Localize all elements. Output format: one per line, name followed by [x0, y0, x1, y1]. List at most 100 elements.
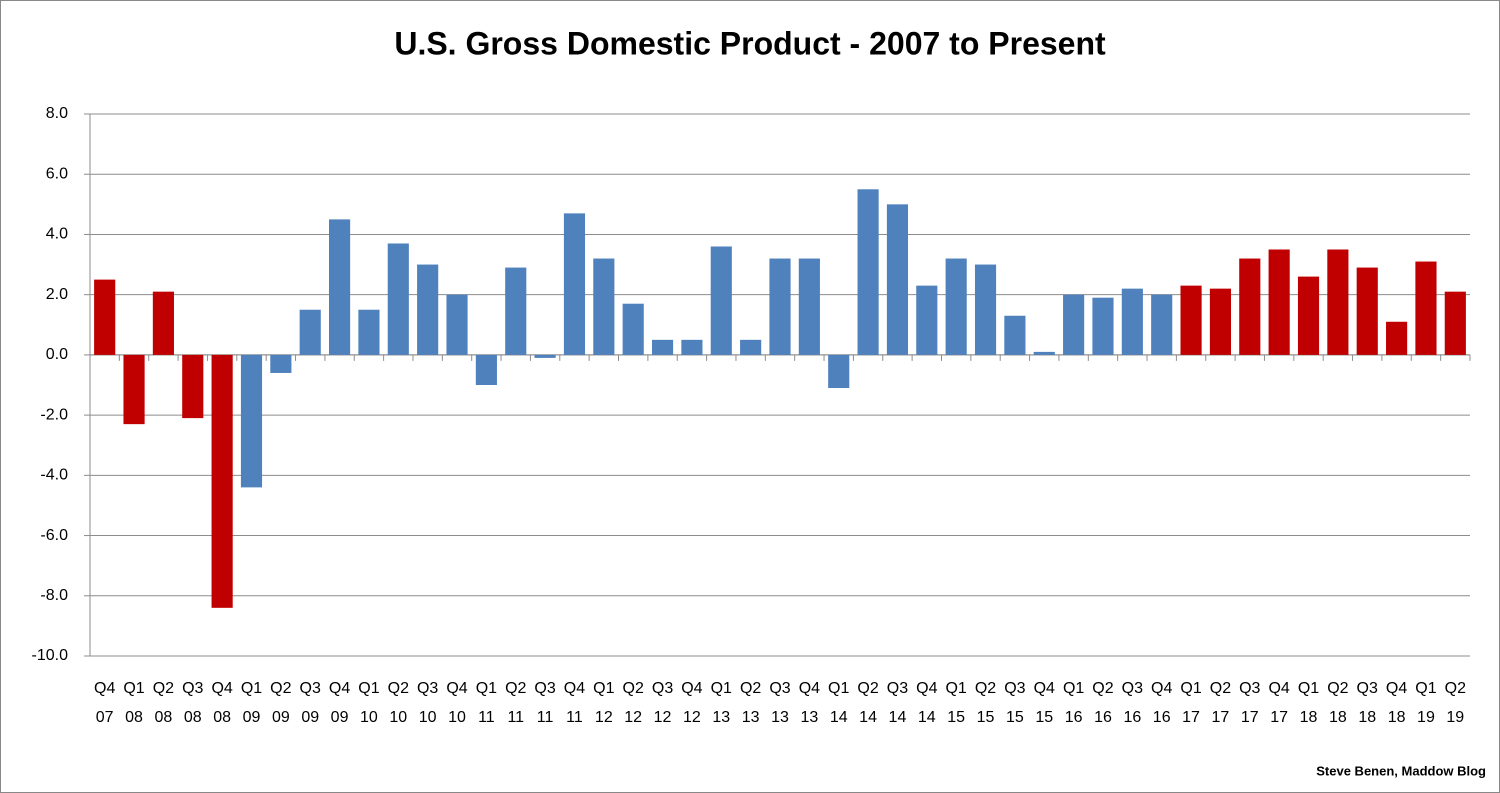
x-tick-label: Q2	[975, 680, 996, 697]
x-tick-label: 11	[507, 709, 524, 726]
x-tick-label: Q3	[534, 680, 555, 697]
bar	[505, 267, 527, 355]
x-tick-label: Q4	[799, 680, 820, 697]
x-tick-label: Q3	[182, 680, 203, 697]
x-tick-label: 18	[1358, 709, 1376, 726]
x-tick-label: 19	[1446, 709, 1464, 726]
x-tick-label: Q4	[329, 680, 350, 697]
x-tick-label: 15	[1035, 709, 1053, 726]
y-tick-label: -6.0	[40, 527, 68, 544]
x-tick-label: 10	[389, 709, 407, 726]
x-tick-label: Q3	[887, 680, 908, 697]
x-tick-label: 12	[683, 709, 701, 726]
bar	[710, 246, 732, 355]
x-tick-label: 14	[830, 709, 848, 726]
x-tick-label: Q1	[828, 680, 849, 697]
y-tick-label: -8.0	[40, 587, 68, 604]
x-tick-label: Q2	[740, 680, 761, 697]
x-tick-label: 16	[1153, 709, 1171, 726]
x-tick-label: Q3	[1239, 680, 1260, 697]
x-tick-label: 15	[977, 709, 995, 726]
x-tick-label: 18	[1329, 709, 1347, 726]
x-tick-label: Q3	[417, 680, 438, 697]
bar	[740, 339, 762, 355]
bar	[798, 258, 820, 355]
x-tick-label: Q1	[1063, 680, 1084, 697]
bar	[1004, 315, 1026, 355]
bar	[886, 204, 909, 355]
bar	[651, 339, 674, 355]
x-tick-label: 08	[125, 709, 143, 726]
x-tick-label: 13	[742, 709, 760, 726]
bar	[417, 264, 439, 355]
x-tick-label: Q1	[123, 680, 144, 697]
bar	[240, 354, 263, 488]
bar	[622, 303, 644, 355]
x-tick-label: 17	[1182, 709, 1200, 726]
x-tick-label: 10	[360, 709, 378, 726]
x-tick-label: 07	[96, 709, 114, 726]
x-tick-label: 17	[1270, 709, 1288, 726]
bar	[1239, 258, 1261, 355]
x-tick-label: 14	[889, 709, 907, 726]
x-tick-label: Q3	[1004, 680, 1025, 697]
x-tick-label: Q1	[358, 680, 379, 697]
x-tick-label: 18	[1388, 709, 1406, 726]
x-tick-label: Q1	[1298, 680, 1319, 697]
x-tick-label: Q1	[711, 680, 732, 697]
x-tick-label: 08	[213, 709, 231, 726]
x-tick-label: 13	[800, 709, 818, 726]
x-tick-label: 19	[1417, 709, 1435, 726]
chart-title: U.S. Gross Domestic Product - 2007 to Pr…	[394, 25, 1106, 61]
x-tick-label: Q3	[652, 680, 673, 697]
bar	[299, 309, 321, 355]
bar	[211, 354, 233, 608]
x-tick-label: 15	[1006, 709, 1024, 726]
bar	[828, 354, 850, 389]
x-tick-label: Q1	[476, 680, 497, 697]
bar	[974, 264, 997, 355]
bar	[945, 258, 967, 355]
x-tick-label: Q2	[153, 680, 174, 697]
x-tick-label: 10	[448, 709, 466, 726]
bar	[1415, 261, 1437, 355]
x-tick-label: 11	[537, 709, 554, 726]
x-tick-label: 12	[654, 709, 672, 726]
bar	[358, 309, 380, 355]
x-tick-label: 15	[947, 709, 965, 726]
x-tick-label: 11	[478, 709, 495, 726]
bar	[475, 354, 497, 385]
x-tick-label: 13	[712, 709, 730, 726]
x-tick-label: Q2	[1210, 680, 1231, 697]
x-tick-label: Q4	[1151, 680, 1172, 697]
bar	[534, 354, 556, 358]
x-tick-label: 08	[155, 709, 173, 726]
x-tick-label: Q4	[1034, 680, 1055, 697]
bar	[563, 213, 586, 355]
x-tick-label: 17	[1212, 709, 1230, 726]
x-tick-label: Q1	[593, 680, 614, 697]
x-tick-label: 13	[771, 709, 789, 726]
x-tick-label: Q3	[300, 680, 321, 697]
y-tick-label: -2.0	[40, 406, 68, 423]
x-tick-label: 11	[566, 709, 583, 726]
x-tick-label: 16	[1123, 709, 1141, 726]
bar	[1033, 351, 1055, 355]
bar	[1356, 267, 1378, 355]
x-tick-label: Q2	[270, 680, 291, 697]
x-tick-label: Q1	[945, 680, 966, 697]
y-tick-label: -10.0	[32, 647, 69, 664]
bar	[1121, 288, 1143, 355]
y-tick-label: -4.0	[40, 467, 68, 484]
x-tick-label: 12	[624, 709, 642, 726]
bar	[681, 339, 703, 355]
bar	[94, 279, 116, 355]
bar	[329, 219, 351, 355]
x-tick-label: Q1	[241, 680, 262, 697]
x-tick-label: Q4	[564, 680, 585, 697]
bar	[1180, 285, 1202, 355]
credit: Steve Benen, Maddow Blog	[1316, 763, 1486, 778]
bar	[152, 291, 174, 355]
